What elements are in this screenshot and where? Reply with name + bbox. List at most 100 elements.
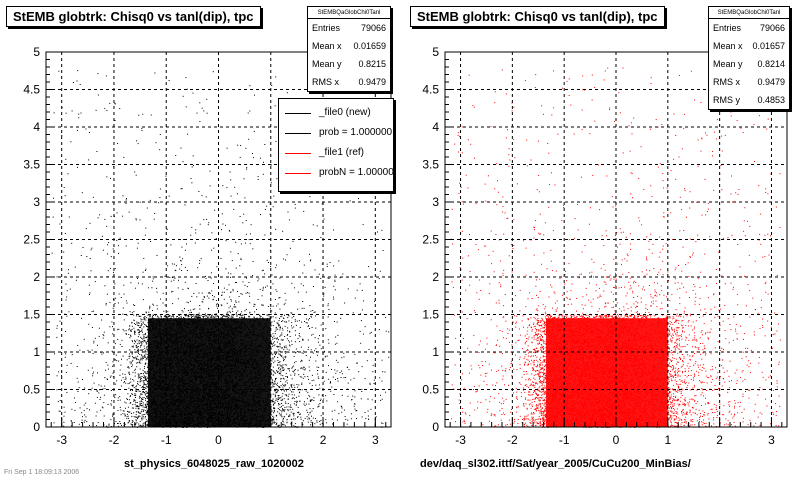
- scatter-point: [225, 316, 227, 318]
- scatter-point: [276, 422, 278, 424]
- scatter-point: [286, 364, 288, 366]
- scatter-point: [135, 407, 137, 409]
- scatter-point: [64, 195, 66, 197]
- scatter-point: [343, 409, 345, 411]
- scatter-point: [102, 334, 104, 335]
- scatter-point: [257, 179, 259, 180]
- scatter-point: [141, 387, 143, 389]
- scatter-point: [282, 230, 284, 232]
- scatter-point: [135, 419, 137, 421]
- scatter-point: [331, 368, 332, 370]
- scatter-point: [318, 406, 320, 407]
- scatter-point: [301, 321, 303, 323]
- scatter-point: [68, 269, 69, 271]
- scatter-point: [276, 346, 278, 347]
- scatter-point: [233, 208, 235, 210]
- scatter-point: [140, 394, 142, 396]
- scatter-point: [201, 107, 203, 109]
- scatter-point: [323, 398, 325, 400]
- scatter-point: [282, 339, 284, 341]
- scatter-point: [140, 323, 142, 325]
- scatter-point: [385, 391, 387, 393]
- scatter-point: [143, 345, 145, 347]
- scatter-point: [388, 331, 390, 333]
- scatter-point: [138, 415, 140, 417]
- scatter-point: [249, 233, 251, 235]
- scatter-point: [381, 359, 383, 361]
- scatter-point: [124, 414, 126, 416]
- scatter-point: [298, 374, 300, 376]
- scatter-point: [151, 315, 153, 317]
- scatter-point: [254, 311, 256, 313]
- scatter-point: [167, 265, 169, 267]
- scatter-point: [92, 353, 94, 354]
- scatter-point: [291, 391, 292, 393]
- scatter-point: [188, 315, 190, 317]
- scatter-point: [140, 393, 142, 395]
- scatter-point: [187, 133, 189, 135]
- scatter-point: [342, 273, 344, 275]
- scatter-point: [138, 315, 140, 317]
- scatter-point: [76, 377, 78, 379]
- scatter-point: [213, 283, 215, 284]
- scatter-point: [141, 409, 143, 410]
- scatter-point: [354, 408, 356, 410]
- scatter-point: [364, 378, 366, 380]
- scatter-point: [278, 297, 280, 299]
- scatter-point: [289, 414, 291, 416]
- scatter-point: [67, 272, 69, 274]
- scatter-point: [325, 355, 327, 357]
- scatter-point: [283, 398, 285, 400]
- scatter-point: [333, 296, 334, 298]
- scatter-point: [107, 379, 109, 380]
- scatter-point: [118, 293, 120, 295]
- scatter-point: [291, 387, 293, 389]
- scatter-point: [271, 360, 273, 362]
- scatter-point: [299, 336, 301, 338]
- scatter-point: [195, 283, 197, 284]
- scatter-point: [143, 257, 145, 259]
- scatter-point: [125, 376, 127, 378]
- scatter-point: [139, 368, 141, 370]
- scatter-point: [140, 325, 142, 327]
- scatter-point: [88, 132, 90, 133]
- scatter-point: [265, 286, 266, 288]
- scatter-point: [118, 360, 120, 362]
- scatter-point: [257, 299, 259, 300]
- scatter-point: [280, 355, 282, 357]
- scatter-point: [124, 423, 126, 425]
- scatter-point: [281, 403, 283, 404]
- scatter-point: [280, 378, 281, 380]
- scatter-point: [205, 196, 207, 198]
- scatter-point: [144, 316, 146, 317]
- scatter-point: [270, 408, 272, 410]
- scatter-point: [144, 403, 146, 405]
- scatter-point: [147, 326, 148, 328]
- scatter-point: [283, 345, 285, 347]
- scatter-point: [140, 411, 142, 413]
- scatter-point: [369, 332, 371, 334]
- scatter-point: [144, 234, 146, 236]
- scatter-point: [333, 298, 335, 300]
- scatter-point: [112, 415, 113, 417]
- scatter-point: [343, 377, 345, 379]
- scatter-point: [275, 289, 277, 291]
- scatter-point: [131, 322, 133, 324]
- scatter-point: [170, 280, 172, 282]
- scatter-point: [171, 316, 173, 317]
- scatter-point: [136, 247, 138, 249]
- scatter-point: [374, 300, 375, 302]
- scatter-point: [127, 406, 129, 408]
- scatter-point: [278, 395, 280, 396]
- scatter-point: [377, 231, 378, 233]
- scatter-point: [220, 317, 222, 319]
- scatter-point: [230, 179, 232, 181]
- scatter-point: [139, 332, 140, 334]
- scatter-point: [311, 399, 313, 401]
- scatter-point: [144, 324, 146, 325]
- scatter-point: [280, 410, 282, 411]
- scatter-point: [236, 315, 238, 317]
- scatter-point: [264, 234, 266, 236]
- scatter-point: [112, 248, 114, 250]
- scatter-point: [291, 325, 292, 327]
